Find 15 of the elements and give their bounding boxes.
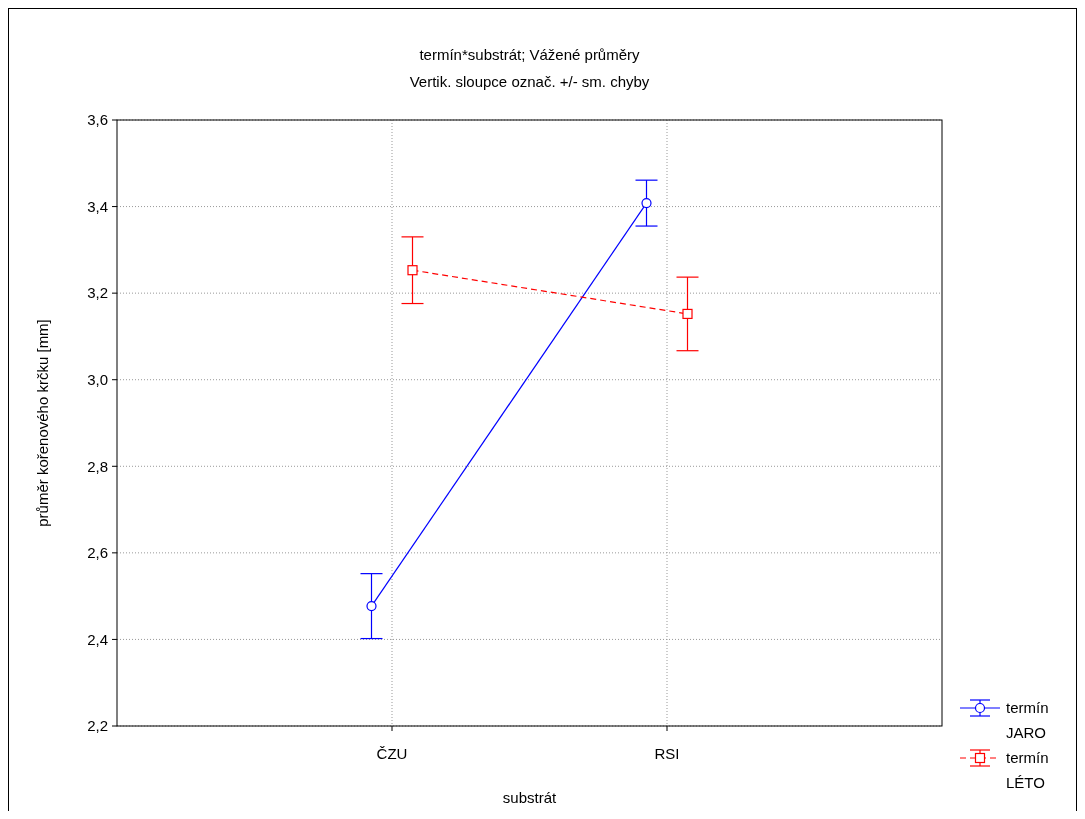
y-tick-label: 3,2 bbox=[87, 284, 108, 302]
y-tick-label: 3,0 bbox=[87, 370, 108, 388]
chart-subtitle: Vertik. sloupce označ. +/- sm. chyby bbox=[409, 73, 650, 90]
chart-title: termín*substrát; Vážené průměry bbox=[419, 46, 641, 63]
y-tick-label: 2,2 bbox=[87, 717, 108, 735]
x-tick-label: RSI bbox=[654, 745, 680, 762]
y-tick-label: 3,6 bbox=[87, 111, 108, 129]
x-tick-label: ČZU bbox=[376, 745, 408, 762]
y-tick-label: 2,4 bbox=[87, 630, 108, 648]
y-tick-label: 3,4 bbox=[87, 197, 108, 215]
y-tick-label: 2,8 bbox=[87, 457, 108, 475]
y-axis-title: průměr kořenového krčku [mm] bbox=[34, 319, 51, 527]
x-axis-title: substrát bbox=[502, 789, 558, 806]
y-tick-label: 2,6 bbox=[87, 544, 108, 562]
legend-label: termín LÉTO bbox=[1006, 749, 1049, 791]
